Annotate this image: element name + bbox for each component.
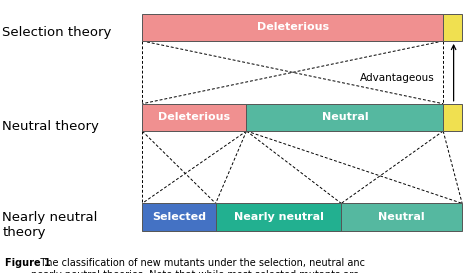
Bar bbox=[142, 104, 246, 131]
Bar bbox=[443, 14, 462, 41]
Text: Nearly neutral
theory: Nearly neutral theory bbox=[2, 211, 98, 239]
Bar bbox=[216, 203, 341, 231]
Text: Selected: Selected bbox=[152, 212, 206, 222]
Text: Deleterious: Deleterious bbox=[256, 22, 329, 32]
Text: Deleterious: Deleterious bbox=[158, 112, 230, 122]
Bar bbox=[443, 104, 462, 131]
Text: Advantageous: Advantageous bbox=[360, 73, 435, 83]
Text: Nearly neutral: Nearly neutral bbox=[234, 212, 323, 222]
Bar bbox=[341, 203, 462, 231]
Text: Neutral: Neutral bbox=[378, 212, 425, 222]
Text: The classification of new mutants under the selection, neutral anc
nearly neutra: The classification of new mutants under … bbox=[31, 258, 365, 273]
Bar bbox=[142, 203, 216, 231]
Bar bbox=[142, 14, 443, 41]
Text: Neutral: Neutral bbox=[321, 112, 368, 122]
Text: Figure 1: Figure 1 bbox=[5, 258, 51, 268]
Text: Selection theory: Selection theory bbox=[2, 26, 112, 39]
Text: Neutral theory: Neutral theory bbox=[2, 120, 99, 133]
Bar bbox=[246, 104, 443, 131]
